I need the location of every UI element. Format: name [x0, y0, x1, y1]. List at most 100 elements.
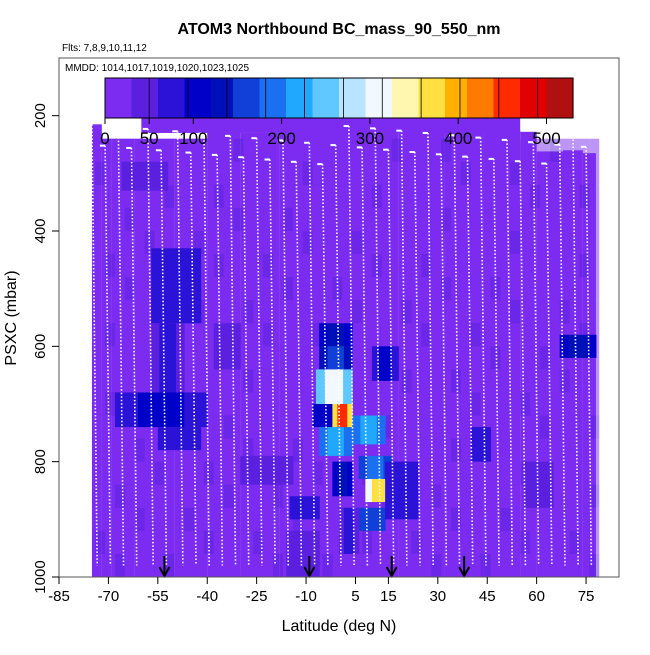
- background-cell: [213, 461, 224, 485]
- background-cell: [520, 415, 531, 439]
- background-cell: [115, 553, 125, 577]
- background-cell: [510, 184, 521, 208]
- flight-track-profile: [400, 130, 408, 566]
- background-cell: [549, 231, 560, 255]
- background-cell: [124, 254, 135, 278]
- background-cell: [95, 553, 106, 577]
- colorbar-segment: [233, 78, 239, 118]
- background-cell: [223, 161, 234, 185]
- background-cell: [95, 184, 106, 208]
- background-cell: [95, 161, 106, 185]
- background-cell: [223, 207, 234, 231]
- colorbar-segment: [184, 78, 190, 118]
- heatmap-cell: [577, 334, 588, 358]
- heatmap-cell: [393, 461, 403, 520]
- colorbar-tick-label: 400: [444, 129, 472, 148]
- background-cell: [559, 207, 570, 231]
- background-cell: [164, 161, 175, 185]
- background-cell: [500, 277, 511, 301]
- background-cell: [243, 207, 254, 231]
- background-cell: [302, 254, 313, 278]
- background-cell: [500, 346, 511, 370]
- background-cell: [490, 254, 501, 278]
- background-cell: [253, 553, 264, 577]
- background-cell: [431, 207, 442, 231]
- background-cell: [332, 530, 343, 554]
- background-cell: [174, 507, 185, 531]
- background-cell: [530, 507, 540, 531]
- background-cell: [381, 184, 392, 208]
- colorbar-segment: [241, 78, 247, 118]
- background-cell: [371, 530, 382, 554]
- background-cell: [391, 184, 402, 208]
- x-tick-label: -10: [295, 588, 317, 605]
- chart-subtitle-dates: MMDD: 1014,1017,1019,1020,1023,1025: [65, 63, 249, 74]
- background-cell: [352, 323, 363, 347]
- background-cell: [470, 392, 481, 416]
- background-cell: [124, 207, 135, 231]
- background-cell: [292, 461, 303, 485]
- background-cell: [203, 323, 214, 347]
- background-cell: [490, 392, 501, 416]
- background-cell: [559, 392, 570, 416]
- background-cell: [233, 530, 244, 554]
- flight-track-profile: [585, 146, 593, 566]
- colorbar-tick-label: 100: [179, 129, 207, 148]
- background-cell: [322, 184, 333, 208]
- background-cell: [134, 553, 145, 577]
- colorbar-segment: [458, 78, 464, 118]
- background-cell: [184, 184, 195, 208]
- background-cell: [589, 346, 600, 370]
- colorbar-frame: [104, 77, 574, 119]
- background-cell: [342, 231, 353, 255]
- background-cell: [362, 277, 372, 301]
- background-cell: [194, 346, 204, 370]
- background-cell: [569, 553, 580, 577]
- background-cell: [134, 530, 145, 554]
- background-cell: [530, 138, 540, 162]
- background-cell: [302, 184, 313, 208]
- background-cell: [401, 161, 412, 185]
- heatmap-cell: [339, 507, 345, 554]
- background-cell: [184, 346, 195, 370]
- background-cell: [184, 484, 195, 508]
- background-cell: [539, 231, 550, 255]
- background-cell: [589, 415, 600, 439]
- flight-track-profile: [308, 142, 316, 566]
- background-cell: [490, 461, 501, 485]
- background-cell: [283, 161, 293, 185]
- colorbar-segment: [533, 78, 539, 118]
- colorbar-segment: [206, 78, 212, 118]
- background-cell: [292, 323, 303, 347]
- background-cell: [273, 484, 283, 508]
- background-cell: [460, 507, 471, 531]
- flight-track-profile: [176, 131, 184, 566]
- background-cell: [401, 207, 412, 231]
- background-cell: [184, 369, 195, 393]
- background-cell: [95, 392, 106, 416]
- background-cell: [381, 231, 392, 255]
- background-cell: [203, 415, 214, 439]
- background-cell: [381, 207, 392, 231]
- background-cell: [579, 138, 590, 162]
- background-cell: [194, 553, 204, 577]
- background-cell: [352, 300, 363, 324]
- background-cell: [213, 254, 224, 278]
- background-cell: [451, 277, 461, 301]
- background-cell: [302, 231, 313, 255]
- background-cell: [480, 323, 491, 347]
- background-cell: [352, 392, 363, 416]
- flight-track-profile: [160, 150, 168, 566]
- background-cell: [194, 369, 204, 393]
- colorbar-segment: [105, 78, 111, 118]
- background-cell: [292, 438, 303, 462]
- colorbar-segment: [511, 78, 517, 118]
- x-tick-label: 30: [429, 588, 446, 605]
- background-cell: [302, 392, 313, 416]
- background-cell: [391, 530, 402, 554]
- background-cell: [441, 231, 451, 255]
- background-cell: [569, 254, 580, 278]
- background-cell: [559, 231, 570, 255]
- background-cell: [273, 277, 283, 301]
- background-cell: [530, 300, 540, 324]
